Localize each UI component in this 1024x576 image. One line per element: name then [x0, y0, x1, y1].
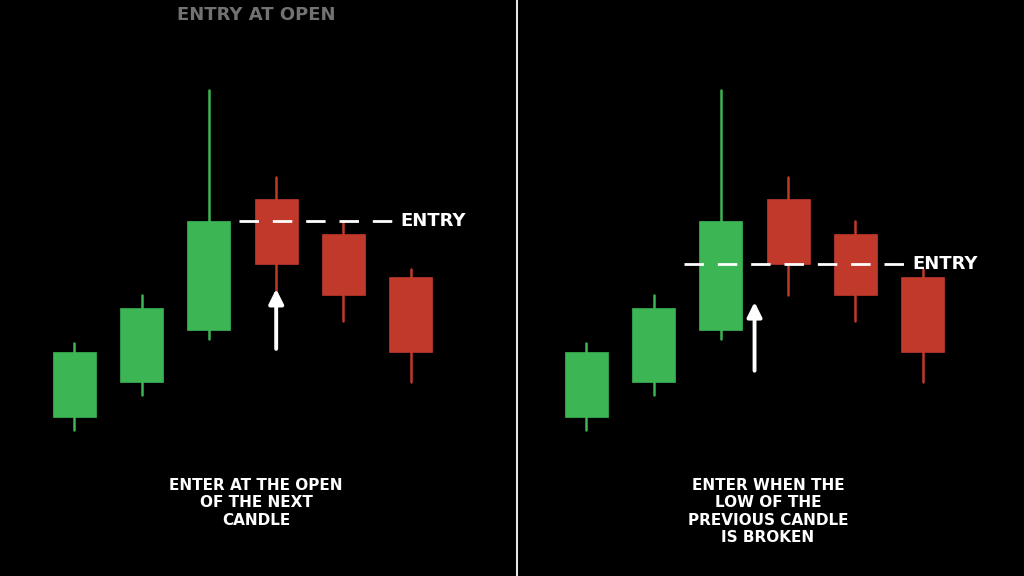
Bar — [767, 199, 810, 264]
Bar — [565, 352, 608, 417]
Bar — [834, 234, 877, 295]
Bar — [699, 221, 742, 330]
Text: ENTRY: ENTRY — [400, 212, 466, 230]
Text: ENTER AT THE OPEN
OF THE NEXT
CANDLE: ENTER AT THE OPEN OF THE NEXT CANDLE — [169, 478, 343, 528]
Bar — [187, 221, 230, 330]
Bar — [901, 278, 944, 352]
Text: ENTRY AT OPEN: ENTRY AT OPEN — [177, 6, 335, 24]
Bar — [255, 199, 298, 264]
Bar — [53, 352, 96, 417]
Text: ENTRY: ENTRY — [912, 255, 978, 274]
Bar — [120, 308, 163, 382]
Text: ENTER WHEN THE
LOW OF THE
PREVIOUS CANDLE
IS BROKEN: ENTER WHEN THE LOW OF THE PREVIOUS CANDL… — [688, 478, 848, 545]
Bar — [389, 278, 432, 352]
Bar — [322, 234, 365, 295]
Bar — [632, 308, 675, 382]
